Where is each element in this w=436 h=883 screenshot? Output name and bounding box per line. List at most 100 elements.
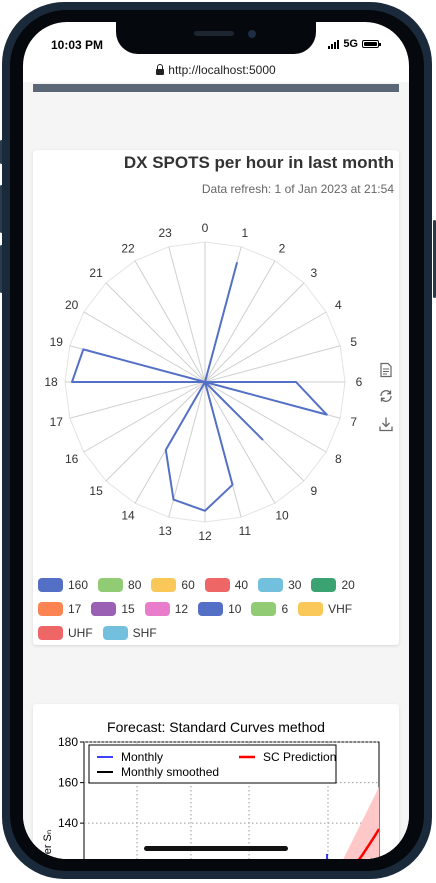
y-tick-label: 140 [58, 816, 78, 830]
angle-label: 6 [356, 375, 363, 389]
angle-label: 11 [239, 524, 252, 538]
legend-label: 6 [281, 601, 289, 616]
radar-axis-line [134, 260, 206, 383]
radar-series [71, 262, 328, 512]
home-indicator [144, 846, 288, 851]
angle-label: 18 [44, 375, 58, 389]
restore-icon[interactable] [378, 388, 394, 404]
legend-item-VHF[interactable]: VHF [298, 601, 352, 616]
angle-label: 1 [242, 226, 249, 240]
legend-item-15[interactable]: 15 [91, 601, 135, 616]
radar-axis-line [69, 381, 206, 419]
legend-label: 12 [174, 601, 189, 616]
web-content[interactable]: 0 1 2 3 4 5 6 7 8 9 10 11 12 13 14 15 16 17 18 19 20 21 22 23 D… [23, 82, 409, 859]
angle-label: 14 [121, 508, 135, 522]
forecast-title: Forecast: Standard Curves method [107, 719, 325, 735]
angle-label: 12 [198, 529, 212, 543]
legend-item-12[interactable]: 12 [144, 601, 189, 616]
legend-swatch [258, 577, 284, 592]
legend-swatch [98, 577, 124, 592]
chart-legend: 160 80 60 40 30 20 17 15 12 10 6 VHF UHF SHF [38, 577, 394, 640]
angle-label: 2 [279, 242, 286, 256]
forecast-legend-box [88, 744, 337, 784]
radar-axis-line [204, 311, 327, 383]
legend-item-20[interactable]: 20 [311, 577, 355, 592]
forecast-legend-label: SC Prediction [263, 750, 336, 764]
radar-axis-line [204, 381, 276, 504]
series-line-sc-prediction [357, 828, 381, 859]
radar-axis-line [83, 381, 206, 453]
y-axis-label: er Sₙ [42, 830, 54, 855]
legend-item-UHF[interactable]: UHF [38, 625, 93, 640]
forecast-legend-label: Monthly [121, 750, 163, 764]
radar-axis-line [204, 381, 327, 453]
legend-swatch [198, 601, 224, 616]
legend-item-6[interactable]: 6 [251, 601, 288, 616]
legend-label: SHF [132, 625, 157, 640]
angle-label: 0 [202, 221, 209, 235]
radar-axis-line [83, 311, 206, 383]
legend-swatch [204, 577, 230, 592]
notch [116, 22, 316, 54]
legend-item-SHF[interactable]: SHF [102, 625, 157, 640]
legend-label: 10 [228, 601, 242, 616]
legend-swatch [311, 577, 337, 592]
legend-item-60[interactable]: 60 [151, 577, 195, 592]
chart-subtitle: Data refresh: 1 of Jan 2023 at 21:54 [201, 182, 394, 196]
legend-swatch [144, 601, 170, 616]
legend-label: UHF [68, 625, 93, 640]
angle-label: 7 [350, 415, 357, 429]
status-time: 10:03 PM [51, 38, 104, 52]
url-bar[interactable]: http://localhost:5000 [23, 58, 409, 82]
signal-icon [328, 39, 340, 49]
angle-label: 16 [65, 452, 79, 466]
data-view-icon[interactable] [378, 362, 394, 378]
radar-axis-line [204, 282, 305, 383]
angle-label: 9 [311, 484, 318, 498]
radar-axis-line [168, 246, 206, 383]
lock-icon [156, 63, 165, 75]
angle-label: 19 [50, 335, 64, 349]
legend-label: 160 [68, 577, 89, 592]
angle-label: 13 [158, 524, 172, 538]
forecast-lines [326, 787, 381, 859]
status-indicators: 5G [328, 38, 381, 50]
legend-label: 20 [341, 577, 355, 592]
legend-label: 60 [181, 577, 195, 592]
legend-swatch [38, 577, 63, 592]
legend-label: 40 [234, 577, 249, 592]
legend-swatch [38, 601, 63, 616]
legend-swatch [298, 601, 324, 616]
angle-label: 22 [121, 242, 135, 256]
legend-item-80[interactable]: 80 [98, 577, 141, 592]
legend-label: VHF [328, 601, 353, 616]
radar-axis-line [204, 260, 276, 383]
angle-label: 8 [335, 452, 342, 466]
radar-axis-line [105, 381, 206, 482]
legend-swatch [102, 625, 128, 640]
legend-item-160[interactable]: 160 [38, 577, 88, 592]
legend-label: 30 [288, 577, 302, 592]
forecast-y-ticks: 120 140 160 180 er Sₙ [42, 735, 84, 859]
angle-label: 5 [350, 335, 357, 349]
volume-up-button [0, 185, 3, 233]
page-top-bar [33, 84, 399, 92]
legend-swatch [38, 625, 63, 640]
radar-axis-line [204, 345, 341, 383]
legend-item-10[interactable]: 10 [198, 601, 241, 616]
prediction-band [343, 787, 379, 859]
speaker-grille [194, 31, 234, 36]
legend-item-40[interactable]: 40 [204, 577, 249, 592]
front-camera [248, 30, 256, 38]
legend-item-30[interactable]: 30 [258, 577, 301, 592]
angle-label: 20 [65, 298, 79, 312]
save-image-icon[interactable] [378, 416, 394, 432]
legend-swatch [91, 601, 117, 616]
legend-item-17[interactable]: 17 [38, 601, 81, 616]
radar-axis-line [168, 381, 206, 518]
legend-label: 15 [121, 601, 135, 616]
